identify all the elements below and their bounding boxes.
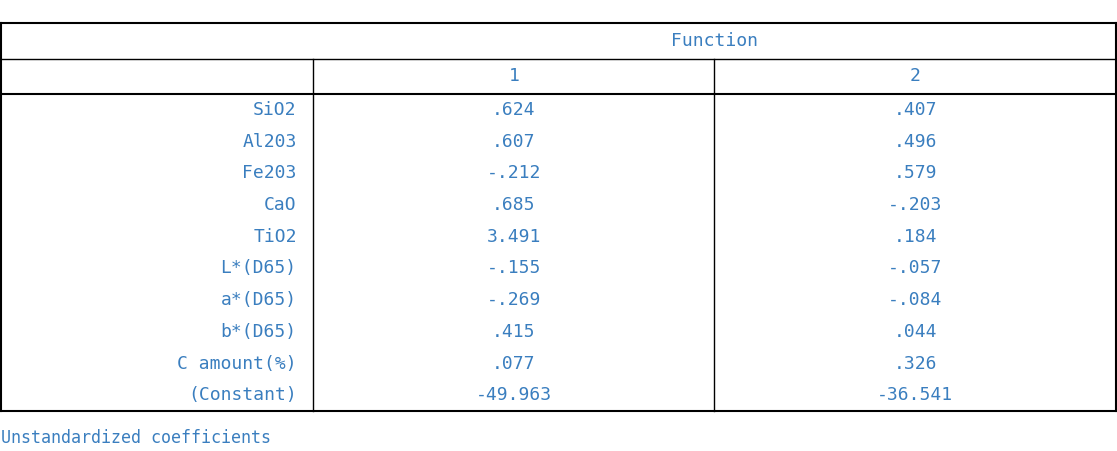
Text: Function: Function — [671, 32, 758, 50]
Text: CaO: CaO — [264, 196, 297, 214]
Text: -.084: -.084 — [888, 291, 943, 309]
Text: .685: .685 — [493, 196, 536, 214]
Text: a*(D65): a*(D65) — [220, 291, 297, 309]
Text: (Constant): (Constant) — [188, 387, 297, 404]
Text: 1: 1 — [508, 67, 519, 85]
Text: Al203: Al203 — [242, 133, 297, 151]
Text: -.212: -.212 — [487, 164, 541, 182]
Text: -.155: -.155 — [487, 259, 541, 277]
Text: -.203: -.203 — [888, 196, 943, 214]
Text: -36.541: -36.541 — [877, 387, 953, 404]
Text: .407: .407 — [894, 101, 937, 119]
Text: 3.491: 3.491 — [487, 228, 541, 246]
Text: C amount(%): C amount(%) — [176, 354, 297, 373]
Text: .077: .077 — [493, 354, 536, 373]
Text: .496: .496 — [894, 133, 937, 151]
Text: b*(D65): b*(D65) — [220, 323, 297, 341]
Text: .607: .607 — [493, 133, 536, 151]
Text: .326: .326 — [894, 354, 937, 373]
Text: .579: .579 — [894, 164, 937, 182]
Text: .184: .184 — [894, 228, 937, 246]
Text: -.057: -.057 — [888, 259, 943, 277]
Text: TiO2: TiO2 — [254, 228, 297, 246]
Text: .044: .044 — [894, 323, 937, 341]
Text: Unstandardized coefficients: Unstandardized coefficients — [1, 429, 271, 447]
Text: .624: .624 — [493, 101, 536, 119]
Text: .415: .415 — [493, 323, 536, 341]
Text: Fe203: Fe203 — [242, 164, 297, 182]
Text: L*(D65): L*(D65) — [220, 259, 297, 277]
Text: -.269: -.269 — [487, 291, 541, 309]
Text: SiO2: SiO2 — [254, 101, 297, 119]
Text: 2: 2 — [909, 67, 920, 85]
Text: -49.963: -49.963 — [476, 387, 552, 404]
